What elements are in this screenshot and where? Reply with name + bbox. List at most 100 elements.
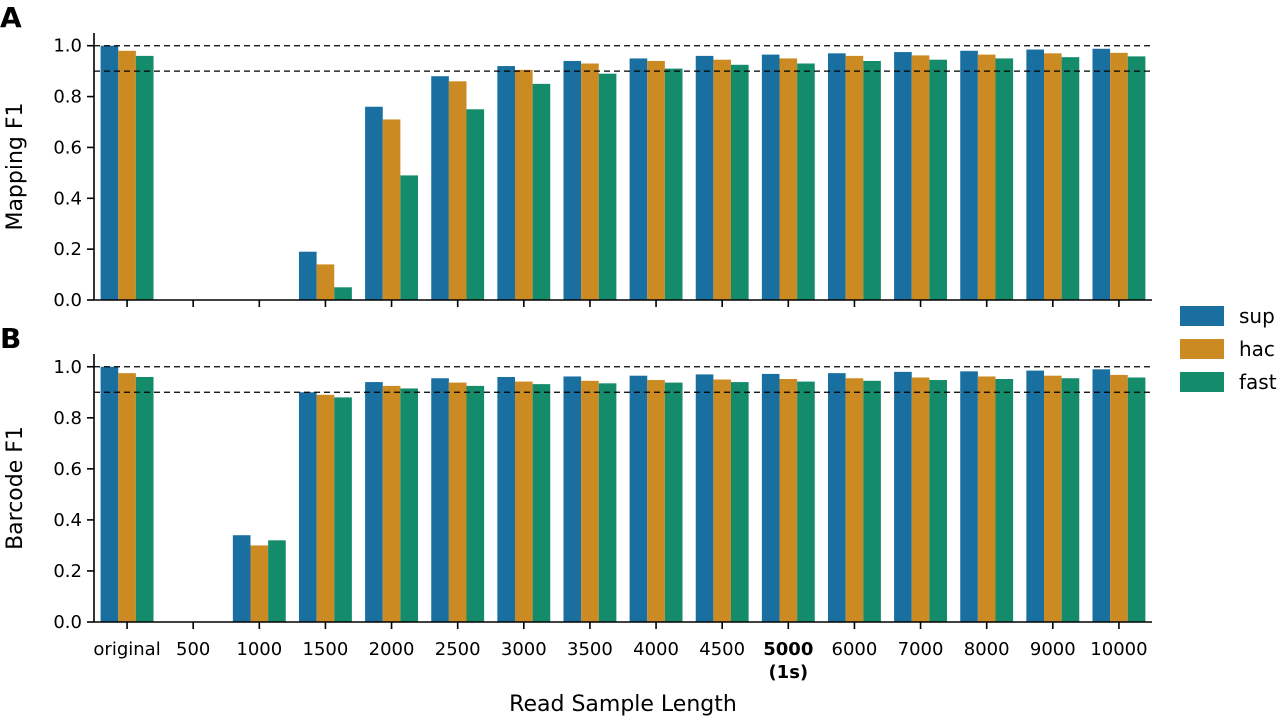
bar-hac-7000 xyxy=(911,377,930,622)
bar-sup-2000 xyxy=(365,106,383,301)
bar-sup-5000 xyxy=(761,373,780,622)
y-axis-title: Mapping F1 xyxy=(3,102,28,230)
y-tick-label: 0.0 xyxy=(53,612,82,633)
bar-hac-2500 xyxy=(448,81,467,300)
bar-sup-3000 xyxy=(497,66,515,300)
bar-fast-2500 xyxy=(466,385,485,622)
x-tick-label: 6000 xyxy=(832,639,878,660)
bar-hac-3500 xyxy=(581,380,599,622)
bar-fast-7000 xyxy=(929,380,948,622)
bar-sup-3000 xyxy=(497,376,515,622)
bar-hac-8000 xyxy=(977,376,996,622)
bar-hac-2500 xyxy=(448,382,467,622)
bar-fast-10000 xyxy=(1127,377,1146,622)
barcode-f1-panel: 0.0 0.2 0.4 0.6 0.8 1.0 original 500 1000 1500 200… xyxy=(0,322,1152,717)
bar-hac-1500 xyxy=(316,264,335,300)
x-tick-label: 500 xyxy=(176,639,210,660)
bar-sup-4500 xyxy=(695,374,714,622)
bar-sup-3500 xyxy=(563,376,582,622)
bar-fast-8000 xyxy=(995,379,1014,622)
bar-fast-3000 xyxy=(532,83,551,300)
bar-fast-3500 xyxy=(598,73,617,300)
bar-sup-1500 xyxy=(298,392,317,622)
x-tick-label: 9000 xyxy=(1030,639,1076,660)
bar-sup-8000 xyxy=(960,371,978,622)
legend-swatch-hac xyxy=(1180,339,1224,359)
x-tick-label: 7000 xyxy=(898,639,944,660)
bar-hac-2000 xyxy=(382,119,401,301)
bar-sup-10000 xyxy=(1092,48,1111,300)
bar-fast-7000 xyxy=(929,59,948,301)
panel-label: A xyxy=(0,1,22,34)
bar-hac-1500 xyxy=(316,394,335,622)
bar-hac-original xyxy=(118,373,136,622)
y-tick-label: 0.8 xyxy=(53,87,82,108)
bar-hac-4000 xyxy=(647,380,665,622)
x-axis-title: Read Sample Length xyxy=(509,692,737,717)
bar-fast-2000 xyxy=(400,388,419,622)
bar-hac-4500 xyxy=(713,59,731,301)
bar-sup-2500 xyxy=(431,378,449,622)
bar-sup-2000 xyxy=(365,382,383,622)
bar-fast-5000 xyxy=(797,63,815,301)
bar-sup-8000 xyxy=(960,50,978,300)
y-tick-label: 0.2 xyxy=(53,239,82,260)
bar-fast-9000 xyxy=(1061,378,1080,622)
bar-fast-3500 xyxy=(598,383,617,622)
bar-fast-8000 xyxy=(995,58,1014,301)
x-tick-label: 3500 xyxy=(567,639,613,660)
bar-sup-original xyxy=(100,45,119,301)
bar-fast-4000 xyxy=(664,68,683,300)
bar-hac-5000 xyxy=(779,58,798,301)
bar-hac-7000 xyxy=(911,55,930,300)
mapping-f1-panel: 0.0 0.2 0.4 0.6 0.8 1.0 Mapping F1 A xyxy=(0,1,1152,311)
bar-hac-6000 xyxy=(845,55,864,300)
bar-sup-3500 xyxy=(563,60,582,300)
bar-sup-6000 xyxy=(827,373,846,622)
bar-hac-10000 xyxy=(1110,52,1128,300)
x-tick-label: 4500 xyxy=(699,639,745,660)
bar-sup-7000 xyxy=(894,371,912,622)
bar-hac-3500 xyxy=(581,63,599,301)
bar-sup-10000 xyxy=(1092,369,1111,622)
bar-fast-6000 xyxy=(863,60,881,300)
bar-fast-6000 xyxy=(863,380,881,622)
panel-label: B xyxy=(0,322,21,355)
bar-sup-4500 xyxy=(695,55,714,300)
bar-hac-9000 xyxy=(1044,53,1062,301)
legend-swatch-sup xyxy=(1180,306,1224,326)
bar-fast-original xyxy=(135,55,154,300)
bar-hac-3000 xyxy=(515,381,533,622)
bar-sup-9000 xyxy=(1026,370,1044,622)
bar-sup-1000 xyxy=(232,535,251,622)
x-tick-sublabel: (1s) xyxy=(768,662,808,683)
bar-fast-2500 xyxy=(466,109,485,300)
bar-sup-9000 xyxy=(1026,49,1044,300)
x-tick-label: 3000 xyxy=(501,639,547,660)
x-tick-label: 2000 xyxy=(369,639,415,660)
bar-fast-1500 xyxy=(334,287,352,300)
y-tick-label: 0.4 xyxy=(53,188,82,209)
y-tick-label: 1.0 xyxy=(53,36,82,57)
legend: sup hac fast xyxy=(1180,304,1277,394)
bar-sup-5000 xyxy=(761,54,780,300)
x-tick-label: 1000 xyxy=(236,639,282,660)
y-tick-label: 0.6 xyxy=(53,459,82,480)
bar-sup-6000 xyxy=(827,53,846,301)
bar-hac-6000 xyxy=(845,378,864,622)
bar-fast-original xyxy=(135,376,154,622)
bar-fast-1500 xyxy=(334,397,352,622)
bar-fast-2000 xyxy=(400,175,419,300)
legend-swatch-fast xyxy=(1180,372,1224,392)
bar-sup-1500 xyxy=(298,251,317,300)
legend-label-fast: fast xyxy=(1239,370,1277,394)
x-tick-label: 1500 xyxy=(303,639,349,660)
x-tick-label: 5000 xyxy=(763,639,813,660)
y-tick-label: 0.2 xyxy=(53,561,82,582)
y-tick-label: 0.6 xyxy=(53,137,82,158)
bar-fast-1000 xyxy=(268,540,286,622)
bar-sup-4000 xyxy=(629,58,648,301)
y-tick-label: 0.8 xyxy=(53,408,82,429)
bar-hac-5000 xyxy=(779,379,798,622)
bar-hac-3000 xyxy=(515,69,533,301)
